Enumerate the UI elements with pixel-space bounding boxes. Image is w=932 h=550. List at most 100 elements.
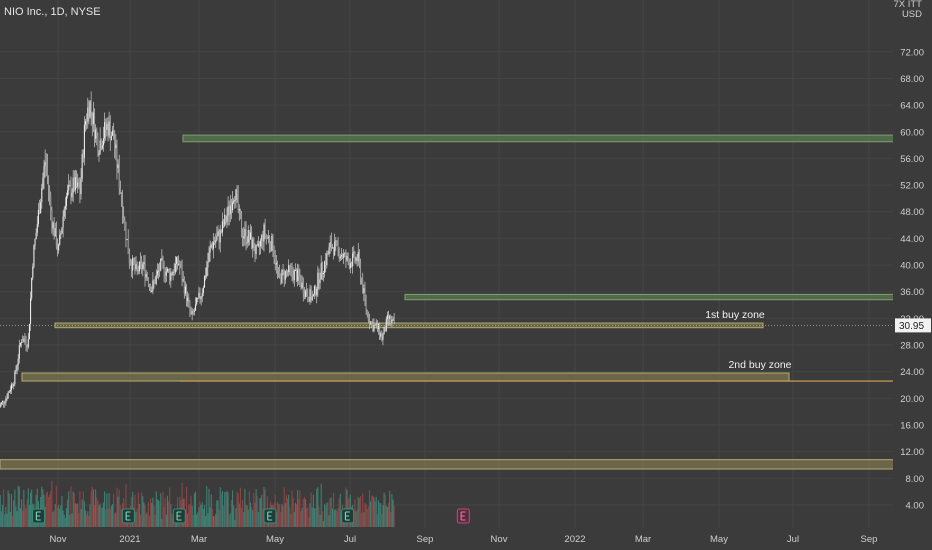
volume-bar [309, 503, 311, 527]
volume-bar [237, 493, 239, 527]
volume-bar [98, 505, 100, 527]
volume-bar [4, 514, 6, 527]
candle-body [34, 239, 36, 246]
earnings-marker[interactable] [263, 508, 277, 524]
candle-body [244, 228, 246, 237]
volume-bar [165, 514, 167, 527]
candle-body [132, 257, 134, 271]
candle-body [193, 310, 195, 312]
volume-bar [329, 498, 331, 527]
candle-body [105, 122, 107, 130]
candle-body [381, 333, 383, 340]
candle-body [18, 345, 20, 359]
candle-body [192, 310, 194, 312]
zone-resistance-upper [182, 134, 897, 143]
volume-bar [119, 505, 121, 527]
volume-bar [383, 492, 385, 527]
volume-bar [74, 503, 76, 527]
candle-body [17, 358, 19, 366]
volume-bar [115, 512, 117, 527]
candle-body [309, 288, 311, 302]
y-tick-label: 68.00 [900, 74, 924, 85]
volume-bar [67, 499, 69, 527]
candle-body [8, 391, 10, 393]
x-tick-label: 2022 [564, 534, 585, 545]
volume-bar [304, 499, 307, 527]
volume-bar [335, 509, 337, 527]
volume-bar [306, 508, 308, 527]
volume-bar [155, 491, 157, 527]
volume-bar [228, 515, 230, 527]
candle-body [190, 310, 192, 315]
volume-bar [95, 489, 97, 527]
candle-body [191, 310, 193, 315]
candle-body [295, 270, 298, 281]
time-axis-panel [0, 528, 932, 550]
volume-bar [363, 512, 365, 527]
candle-body [345, 253, 347, 261]
volume-bar [77, 503, 79, 527]
candle-body [356, 257, 358, 262]
volume-bar [190, 495, 192, 527]
candle-body [211, 244, 213, 249]
candle-body [331, 247, 333, 249]
candle-body [315, 286, 317, 296]
volume-bar [230, 500, 232, 527]
currency-label-top: 7X ITT [893, 0, 922, 10]
volume-bar [354, 499, 356, 527]
candle-body [181, 267, 183, 281]
candle-body [198, 292, 200, 298]
volume-bar [229, 513, 231, 527]
volume-bar [372, 495, 374, 527]
candle-body [12, 384, 14, 386]
candle-body [95, 129, 97, 139]
y-tick-label: 36.00 [900, 287, 924, 298]
candle-body [99, 140, 101, 154]
candle-body [273, 253, 275, 259]
volume-bar [357, 497, 359, 527]
earnings-marker[interactable] [172, 508, 186, 524]
zone-lower-band [0, 459, 897, 470]
volume-bar [218, 509, 220, 527]
volume-bar [78, 513, 80, 527]
y-tick-label: 20.00 [900, 394, 924, 405]
volume-bar [330, 497, 332, 527]
volume-bar [375, 496, 377, 527]
volume-bar [88, 515, 90, 527]
earnings-marker[interactable] [456, 508, 470, 524]
currency-label: 7X ITT USD [893, 0, 922, 20]
volume-bar [206, 486, 208, 527]
candle-body [227, 206, 229, 217]
candle-body [255, 245, 257, 255]
volume-bar [263, 487, 265, 527]
volume-bar [261, 495, 263, 527]
volume-bar [202, 509, 204, 527]
candle-body [333, 247, 335, 256]
candle-body [43, 166, 45, 178]
candle-body [117, 164, 119, 169]
volume-bar [16, 511, 18, 527]
volume-bar [136, 508, 138, 527]
volume-bar [154, 514, 156, 527]
volume-bar [371, 495, 373, 527]
volume-bar [71, 513, 73, 527]
candle-body [162, 258, 164, 263]
volume-bar [308, 517, 310, 527]
volume-bar [50, 491, 52, 527]
volume-bar [324, 504, 326, 527]
earnings-marker[interactable] [121, 508, 135, 524]
volume-bar [298, 499, 300, 527]
earnings-marker[interactable] [341, 508, 355, 524]
volume-bar [238, 503, 240, 527]
earnings-marker[interactable] [32, 508, 46, 524]
candle-body [98, 153, 100, 156]
volume-bar [134, 494, 136, 527]
volume-bar [147, 501, 149, 527]
volume-bar [316, 488, 318, 527]
candle-body [364, 288, 366, 299]
volume-bar [333, 492, 335, 527]
x-tick-label: Mar [191, 534, 207, 545]
candle-body [350, 263, 353, 267]
volume-bar [346, 489, 348, 527]
